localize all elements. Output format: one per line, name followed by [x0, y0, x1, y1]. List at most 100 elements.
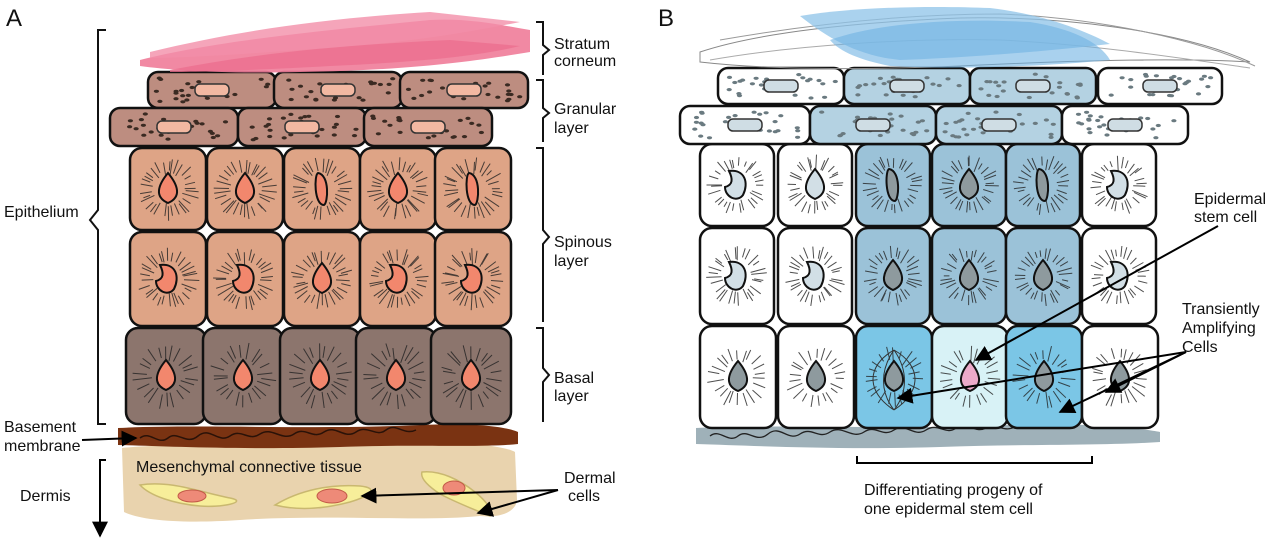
- basal-cell: [124, 326, 208, 426]
- ta-cells-label-3: Cells: [1182, 339, 1218, 356]
- basement-membrane: [118, 424, 518, 449]
- basal-layer-label-2: layer: [554, 388, 589, 405]
- layer-brackets: [536, 21, 551, 422]
- basal-layer: [124, 326, 513, 426]
- epithelium-label: Epithelium: [4, 204, 79, 221]
- spinous-cell: [854, 226, 932, 326]
- nucleus: [465, 171, 480, 207]
- nucleus: [1105, 260, 1129, 291]
- spinous-cell: [128, 230, 208, 328]
- granular-cell: [716, 66, 846, 106]
- panel-a-letter: A: [6, 5, 22, 32]
- basement-membrane-label-1: Basement: [4, 419, 77, 436]
- basal-layer-label-1: Basal: [554, 370, 594, 387]
- mitotic-spindle: [872, 349, 916, 411]
- stratum-corneum-b: [699, 6, 1256, 70]
- spinous-cell: [698, 142, 776, 228]
- nucleus: [884, 359, 904, 393]
- basement-membrane-arrow: [81, 430, 138, 447]
- ta-cells-arrows: [896, 351, 1187, 414]
- nucleus: [154, 263, 178, 294]
- spinous-cell: [358, 146, 438, 232]
- nucleus: [1107, 118, 1143, 132]
- spinous-cell: [205, 230, 285, 328]
- spinous-cell: [1004, 142, 1082, 228]
- progeny-label-2: one epidermal stem cell: [864, 501, 1033, 518]
- granular-cell: [808, 104, 938, 146]
- nucleus: [1033, 258, 1053, 292]
- granular-cell: [968, 66, 1098, 106]
- spinous-cell: [358, 230, 438, 328]
- dermal-cells-label-1: Dermal: [564, 470, 616, 487]
- nucleus: [1142, 79, 1178, 93]
- nucleus: [410, 120, 446, 134]
- nucleus: [320, 83, 356, 97]
- nucleus: [231, 263, 255, 294]
- nucleus: [194, 83, 230, 97]
- nucleus: [284, 120, 320, 134]
- epithelium-bracket: [88, 29, 106, 425]
- transient-amplifying-cell: [1004, 324, 1084, 430]
- nucleus: [801, 260, 825, 291]
- granular-cell: [678, 104, 812, 146]
- spinous-cell: [433, 146, 513, 232]
- dermal-cells-arrows: [360, 487, 559, 517]
- spinous-cell: [776, 142, 854, 228]
- granular-cell: [934, 104, 1064, 146]
- panel-a: A: [4, 5, 617, 538]
- granular-cell: [398, 70, 530, 110]
- granular-cell: [1060, 104, 1190, 146]
- spinous-cell: [205, 146, 285, 232]
- spinous-cell: [1080, 226, 1158, 326]
- nucleus: [156, 120, 192, 134]
- panel-b: B Epidermal stem cell Transiently Amplif…: [658, 5, 1266, 518]
- mesenchymal-label: Mesenchymal connective tissue: [136, 459, 362, 476]
- progeny-label-1: Differentiating progeny of: [864, 482, 1043, 499]
- nucleus: [763, 79, 799, 93]
- granular-cell: [146, 70, 278, 110]
- basement-fibers: [139, 426, 417, 441]
- granular-cell: [1096, 66, 1224, 106]
- nucleus: [723, 169, 747, 200]
- nucleus: [156, 358, 176, 392]
- dermis-region: [122, 442, 517, 522]
- basement-membrane-label-2: membrane: [4, 438, 81, 455]
- nucleus: [855, 118, 891, 132]
- basement-membrane-b: [696, 424, 1160, 449]
- dermis-label: Dermis: [20, 488, 71, 505]
- nucleus: [233, 358, 253, 392]
- nucleus: [310, 358, 330, 392]
- spinous-layer: [128, 146, 513, 328]
- basal-cell: [429, 326, 513, 426]
- spinous-cell: [698, 226, 776, 326]
- nucleus: [461, 358, 481, 392]
- spinous-cell: [128, 146, 208, 232]
- transient-amplifying-cell: [854, 324, 934, 430]
- basal-cell: [278, 326, 362, 426]
- nucleus: [158, 171, 178, 205]
- nucleus: [235, 171, 255, 205]
- nucleus: [885, 167, 900, 203]
- dermal-cell: [138, 483, 238, 508]
- granular-layer: [108, 70, 530, 148]
- nucleus: [805, 167, 825, 201]
- stratum-corneum-label-2: corneum: [554, 53, 616, 70]
- spinous-cell: [930, 226, 1008, 326]
- nucleus: [1105, 169, 1129, 200]
- panel-b-letter: B: [658, 5, 674, 32]
- nucleus: [806, 359, 826, 393]
- nucleus: [388, 171, 408, 205]
- granular-cell: [108, 106, 240, 148]
- dermis-bracket: [92, 459, 108, 538]
- spinous-cell: [1080, 142, 1158, 228]
- nucleus: [1034, 359, 1054, 393]
- nucleus: [723, 260, 747, 291]
- spinous-cell: [854, 142, 932, 228]
- stem-cell-arrow: [974, 225, 1219, 361]
- nucleus: [960, 359, 980, 393]
- nucleus: [1035, 167, 1050, 203]
- granular-cell: [236, 106, 368, 148]
- granular-layer-b: [678, 66, 1224, 146]
- nucleus: [727, 118, 763, 132]
